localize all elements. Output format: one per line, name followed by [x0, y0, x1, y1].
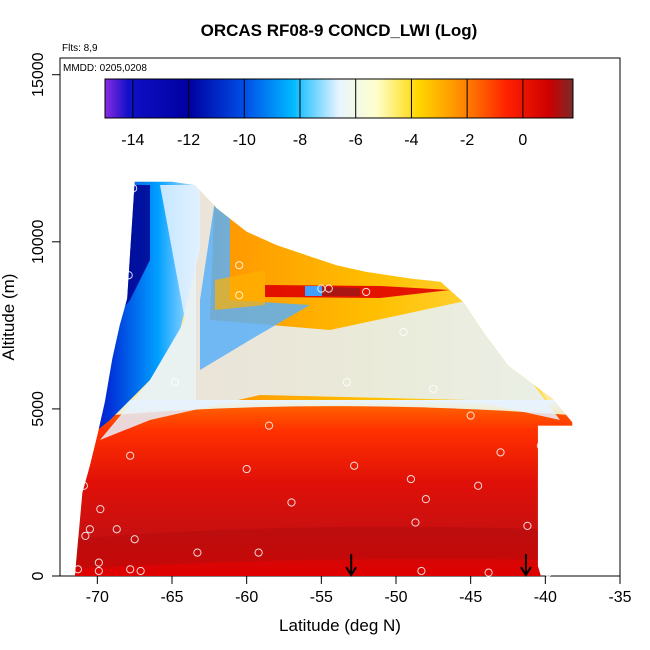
data-field [74, 181, 573, 576]
x-axis: -70 -65 -60 -55 -50 -45 -40 -35 [86, 576, 632, 606]
sample-point [94, 337, 103, 347]
y-tick-label: 15000 [30, 52, 47, 97]
sample-point [242, 464, 251, 474]
sample-points [73, 184, 553, 577]
sample-point [429, 384, 438, 393]
sample-point [129, 184, 138, 193]
sample-point [96, 505, 105, 514]
sample-point [474, 481, 483, 490]
sample-point [496, 448, 505, 457]
colorbar-tick-label: -10 [233, 132, 256, 149]
sample-point [193, 548, 202, 557]
flights-label: Flts: 8,9 [62, 43, 98, 54]
sample-point [406, 474, 416, 484]
colorbar-gradient [104, 78, 574, 119]
sample-point [362, 287, 371, 297]
y-tick-label: 0 [30, 571, 47, 580]
sample-point [79, 481, 88, 490]
x-tick-label: -50 [384, 589, 407, 606]
colorbar-tick-label: -2 [460, 132, 474, 149]
arrow-head [345, 566, 358, 577]
arrow-head [520, 566, 532, 577]
sample-point [124, 271, 133, 280]
sample-point [73, 565, 83, 574]
sample-point [264, 421, 274, 430]
colorbar-tick-label: -12 [177, 132, 200, 149]
light-band [100, 185, 560, 440]
sample-point [126, 565, 135, 574]
y-tick-label: 5000 [30, 391, 47, 427]
colorbar-tick-label: -8 [293, 132, 307, 149]
arrows [345, 554, 532, 577]
x-tick-label: -40 [534, 589, 557, 606]
sample-point [350, 461, 359, 470]
sample-point [536, 441, 545, 450]
sample-point [544, 568, 553, 577]
sample-point [94, 558, 103, 567]
y-axis-label: Altitude (m) [0, 274, 18, 361]
chart-title: ORCAS RF08-9 CONCD_LWI (Log) [201, 21, 478, 40]
sample-point [94, 566, 103, 576]
sample-point [81, 531, 90, 540]
x-tick-label: -65 [160, 589, 183, 606]
y-tick-label: 10000 [30, 219, 47, 264]
dates-label: MMDD: 0205,0208 [63, 63, 147, 74]
sample-point [112, 525, 121, 534]
dark-band [74, 526, 560, 570]
sample-point [254, 548, 263, 557]
yellow-patch [215, 270, 265, 310]
sample-point [85, 525, 94, 534]
sample-point [235, 291, 244, 300]
x-tick-label: -35 [608, 589, 631, 606]
sample-point [136, 566, 145, 576]
sample-point [130, 535, 139, 544]
sample-point [235, 261, 244, 270]
sample-point [541, 481, 550, 490]
sample-point [484, 568, 493, 577]
colorbar-ticks: -14 -12 -10 -8 -6 -4 -2 0 [121, 79, 527, 149]
x-tick-label: -55 [310, 589, 333, 606]
inner-blue-region [200, 200, 310, 370]
red-streak-core [320, 287, 360, 296]
x-tick-label: -60 [235, 589, 258, 606]
blue-spot [305, 286, 322, 296]
y-axis: 0 5000 10000 15000 [30, 52, 60, 580]
sample-point [466, 411, 475, 420]
sample-point [523, 521, 532, 530]
colorbar-tick-label: -6 [349, 132, 363, 149]
sample-point [411, 518, 420, 527]
sample-point [342, 378, 351, 387]
colorbar-tick-label: -14 [121, 132, 144, 149]
sample-point [399, 327, 408, 337]
sample-point [421, 495, 430, 504]
x-tick-label: -70 [86, 589, 109, 606]
sample-point [287, 498, 296, 507]
x-axis-label: Latitude (deg N) [279, 616, 401, 635]
colorbar-tick-label: 0 [518, 132, 527, 149]
sample-point [324, 284, 333, 293]
sample-point [170, 378, 180, 387]
colorbar: -14 -12 -10 -8 -6 -4 -2 0 [104, 78, 574, 149]
sample-point [417, 566, 426, 576]
colorbar-tick-label: -4 [404, 132, 418, 149]
x-tick-label: -45 [459, 589, 482, 606]
sample-point [126, 451, 135, 460]
